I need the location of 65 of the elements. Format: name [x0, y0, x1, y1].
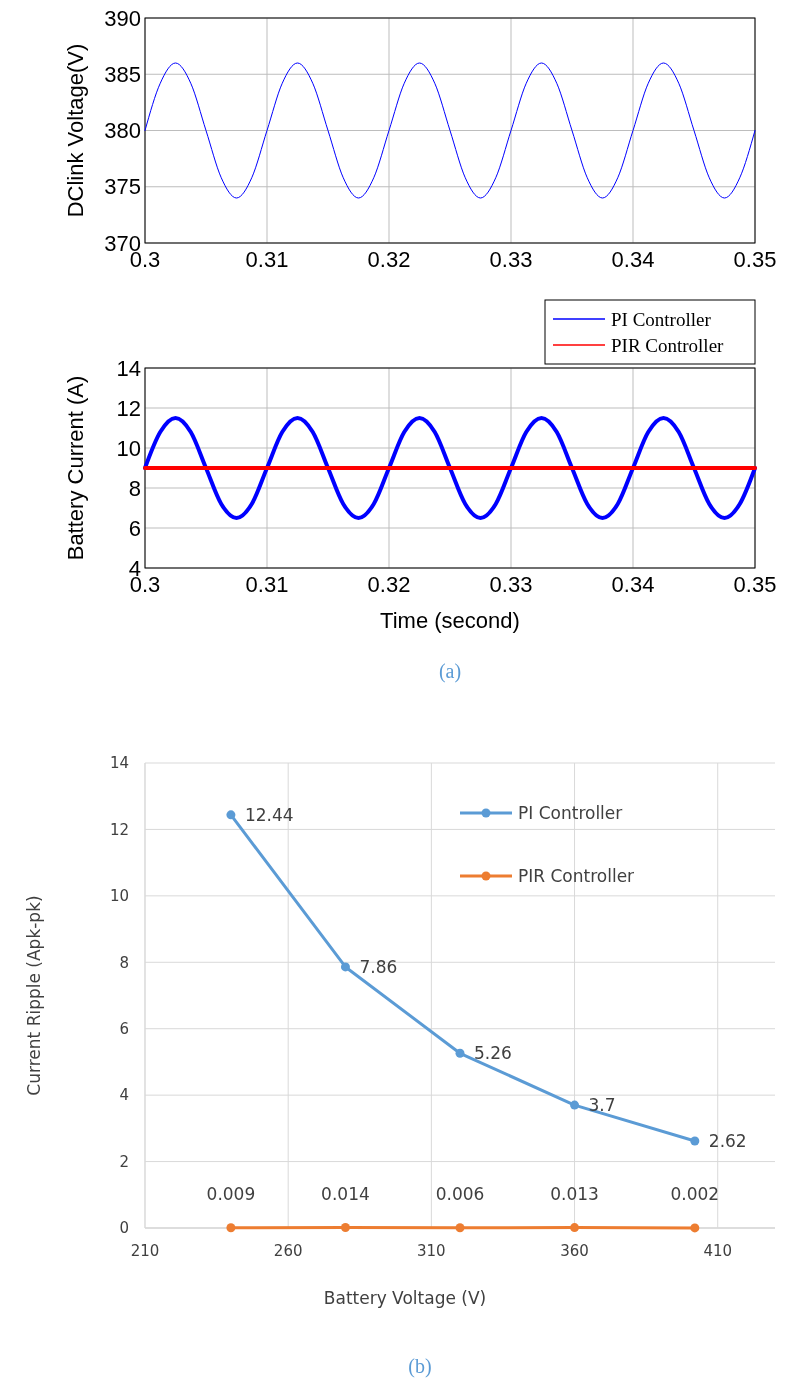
data-label: 0.002	[670, 1183, 720, 1204]
legend-label: PIR Controller	[611, 334, 725, 356]
y-tick-label: 385	[104, 61, 141, 87]
data-label: 12.44	[244, 804, 294, 825]
point	[570, 1100, 580, 1110]
data-label: 0.009	[206, 1183, 256, 1204]
y-tick-label: 4	[119, 1086, 129, 1105]
x-tick-label: 310	[417, 1242, 446, 1260]
point	[226, 810, 236, 820]
y-axis-title: DClink Voltage(V)	[63, 43, 88, 218]
point	[340, 962, 350, 972]
legend-label: PI Controller	[518, 802, 623, 823]
data-label: 0.006	[435, 1183, 485, 1204]
data-label: 7.86	[359, 956, 398, 977]
point	[570, 1223, 580, 1233]
y-tick-label: 14	[116, 355, 141, 381]
y-tick-label: 10	[109, 887, 129, 906]
y-tick-label: 375	[104, 174, 141, 200]
x-tick-label: 0.32	[367, 571, 411, 597]
data-label: 0.013	[550, 1183, 599, 1204]
x-tick-label: 0.34	[611, 246, 655, 272]
x-axis-title: Battery Voltage (V)	[323, 1287, 487, 1308]
y-tick-label: 8	[128, 475, 141, 501]
y-tick-label: 6	[119, 1019, 129, 1038]
y-tick-label: 10	[116, 435, 141, 461]
point	[340, 1223, 350, 1233]
x-tick-label: 210	[130, 1242, 160, 1260]
data-label: 0.014	[321, 1183, 370, 1204]
y-tick-label: 390	[104, 5, 141, 31]
x-axis-title: Time (second)	[380, 607, 520, 633]
y-tick-label: 8	[119, 953, 129, 972]
legend-label: PIR Controller	[518, 865, 635, 886]
x-tick-label: 0.35	[733, 571, 777, 597]
y-axis-title: Battery Current (A)	[63, 375, 88, 561]
line-series	[143, 416, 757, 520]
x-tick-label: 0.33	[489, 571, 533, 597]
line-series	[144, 62, 756, 199]
x-tick-label: 0.35	[733, 246, 777, 272]
y-tick-label: 12	[109, 820, 129, 839]
y-tick-label: 6	[128, 515, 141, 541]
point	[226, 1223, 236, 1233]
point	[690, 1223, 700, 1233]
y-tick-label: 380	[104, 118, 141, 144]
point	[455, 1048, 465, 1058]
x-tick-label: 0.31	[245, 246, 289, 272]
x-tick-label: 360	[560, 1242, 589, 1260]
y-tick-label: 2	[119, 1152, 129, 1171]
point	[455, 1223, 465, 1233]
text: (b)	[408, 1355, 432, 1378]
legend-label: PI Controller	[611, 308, 712, 330]
x-tick-label: 0.33	[489, 246, 533, 272]
y-tick-label: 12	[116, 395, 141, 421]
y-tick-label: 0	[119, 1219, 129, 1238]
x-tick-label: 0.34	[611, 571, 655, 597]
data-label: 5.26	[474, 1043, 512, 1064]
data-label: 3.7	[588, 1095, 616, 1116]
x-tick-label: 0.31	[245, 571, 289, 597]
y-axis-title: Current Ripple (Apk-pk)	[24, 895, 44, 1096]
y-tick-label: 14	[109, 754, 129, 773]
data-label: 2.62	[708, 1130, 747, 1151]
point	[690, 1136, 700, 1146]
x-tick-label: 260	[273, 1242, 303, 1260]
x-tick-label: 0.32	[367, 246, 411, 272]
x-tick-label: 410	[703, 1242, 733, 1260]
text: (a)	[438, 660, 462, 683]
